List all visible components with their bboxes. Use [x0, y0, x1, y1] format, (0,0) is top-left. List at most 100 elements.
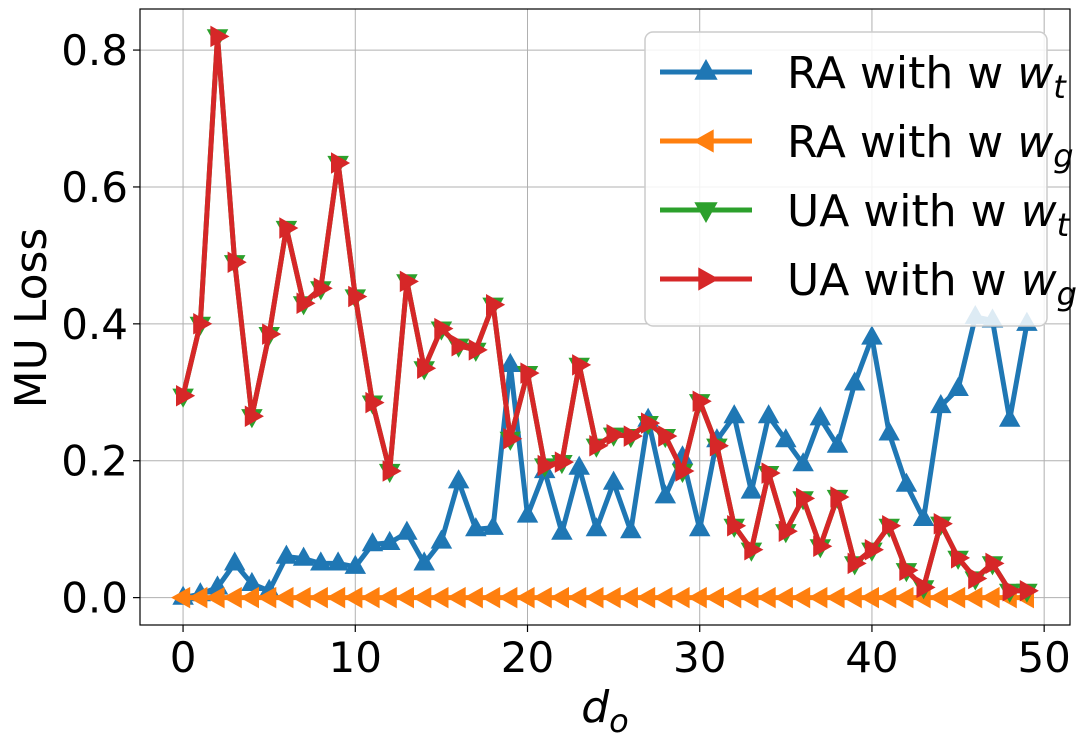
data-point — [313, 277, 333, 300]
data-point — [723, 404, 745, 424]
data-point — [503, 428, 523, 450]
data-point — [275, 544, 298, 564]
data-point — [572, 354, 592, 376]
data-point — [947, 376, 969, 396]
data-point — [568, 455, 590, 475]
data-point — [344, 554, 367, 574]
data-point — [210, 25, 230, 48]
data-point — [620, 519, 642, 539]
data-point — [843, 371, 866, 391]
data-point — [912, 506, 935, 526]
x-tick-label: 0 — [170, 633, 197, 682]
data-point — [727, 515, 747, 537]
data-point — [223, 551, 246, 571]
data-point — [292, 546, 315, 566]
plot-frame — [139, 8, 1071, 626]
data-point — [279, 217, 299, 239]
data-point — [688, 517, 711, 537]
data-point — [830, 486, 850, 508]
data-point — [916, 576, 936, 599]
data-point — [176, 384, 196, 407]
data-point — [930, 393, 952, 414]
data-point — [813, 535, 833, 558]
data-point — [227, 251, 247, 273]
data-point — [1019, 580, 1039, 602]
x-tick-label: 30 — [673, 633, 726, 682]
data-point — [761, 462, 781, 484]
data-point — [585, 517, 608, 537]
y-axis: 0.0 0.2 0.4 0.6 0.8 — [61, 26, 140, 623]
data-point — [998, 407, 1021, 427]
data-point — [499, 352, 522, 372]
legend-entry: RA with w wt — [660, 48, 1067, 106]
legend-label: RA with w wg — [787, 117, 1074, 175]
data-point — [895, 472, 918, 492]
data-point — [826, 433, 849, 453]
x-tick-label: 20 — [501, 633, 554, 682]
data-point — [878, 421, 900, 441]
y-axis-label: MU Loss — [6, 228, 57, 409]
data-point — [417, 357, 437, 380]
data-point — [778, 520, 798, 542]
data-point — [310, 551, 332, 571]
data-point — [740, 479, 763, 499]
data-point — [864, 538, 884, 561]
data-point — [468, 339, 488, 361]
data-point — [775, 428, 797, 448]
data-point — [413, 551, 435, 571]
legend-marker — [694, 58, 718, 80]
legend-entry: UA with w wg — [660, 255, 1077, 313]
data-point — [654, 484, 677, 504]
legend-label: UA with w wt — [787, 186, 1071, 244]
legend-entry: RA with w wg — [660, 117, 1074, 175]
series-3 — [176, 25, 1039, 602]
data-point — [465, 517, 487, 537]
legend-box — [644, 31, 1048, 327]
data-point — [365, 391, 385, 414]
data-point — [551, 520, 573, 540]
legend-marker — [698, 267, 720, 291]
data-point — [361, 532, 384, 552]
data-point — [378, 530, 401, 550]
data-point — [602, 470, 625, 490]
data-point — [951, 547, 971, 569]
data-point — [692, 390, 712, 412]
data-point — [985, 552, 1005, 575]
data-point — [757, 404, 780, 424]
data-point — [482, 515, 504, 535]
data-point — [537, 454, 557, 477]
data-point — [382, 460, 402, 482]
x-axis-label: do — [581, 682, 629, 738]
data-point — [430, 529, 453, 549]
data-point — [244, 405, 264, 427]
series-layer — [171, 25, 1039, 609]
data-point — [520, 362, 540, 384]
series-1 — [171, 586, 1034, 609]
y-tick-label: 0.6 — [61, 163, 128, 212]
data-point — [675, 460, 695, 482]
data-point — [348, 285, 368, 308]
data-point — [861, 325, 883, 345]
x-tick-label: 50 — [1017, 633, 1070, 682]
data-point — [658, 425, 678, 447]
data-point — [193, 313, 213, 335]
legend: RA with w wt RA with w wg UA with w wt UA w… — [644, 31, 1077, 327]
y-tick-label: 0.4 — [61, 300, 128, 349]
y-tick-label: 0.8 — [61, 26, 128, 75]
data-point — [847, 552, 867, 575]
y-tick-label: 0.0 — [61, 574, 128, 623]
x-axis: 0 10 20 30 40 50 — [170, 625, 1071, 682]
x-axis-label-main: d — [581, 682, 610, 733]
x-axis-label-sub: o — [609, 702, 629, 738]
data-point — [709, 434, 729, 457]
legend-entry: UA with w wt — [660, 186, 1071, 244]
data-point — [968, 567, 988, 590]
data-point — [899, 559, 919, 581]
data-point — [486, 293, 506, 316]
data-point — [589, 434, 609, 457]
data-point — [1002, 580, 1022, 602]
y-tick-label: 0.2 — [61, 437, 128, 486]
data-point — [396, 520, 418, 540]
data-point — [606, 423, 626, 446]
